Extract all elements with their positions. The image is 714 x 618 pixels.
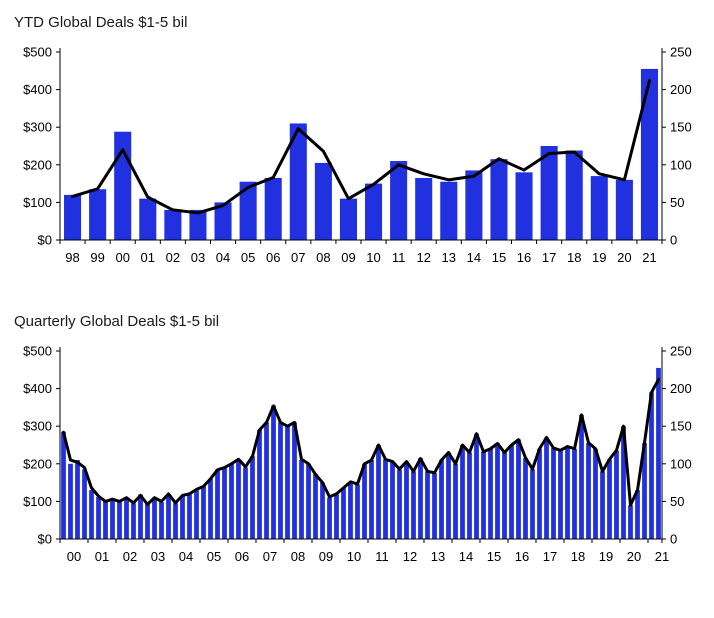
svg-text:08: 08	[316, 250, 330, 265]
svg-text:12: 12	[403, 549, 417, 564]
svg-text:20: 20	[627, 549, 641, 564]
svg-text:0: 0	[670, 532, 677, 547]
svg-text:17: 17	[542, 250, 556, 265]
svg-text:09: 09	[341, 250, 355, 265]
svg-text:05: 05	[241, 250, 255, 265]
svg-text:00: 00	[67, 549, 81, 564]
svg-text:$300: $300	[23, 120, 52, 135]
svg-text:01: 01	[141, 250, 155, 265]
svg-text:17: 17	[543, 549, 557, 564]
svg-text:0: 0	[670, 233, 677, 248]
svg-text:21: 21	[642, 250, 656, 265]
ytd-chart-title: YTD Global Deals $1-5 bil	[14, 14, 188, 31]
svg-text:07: 07	[263, 549, 277, 564]
svg-text:150: 150	[670, 419, 692, 434]
svg-text:$400: $400	[23, 381, 52, 396]
svg-text:10: 10	[347, 549, 361, 564]
svg-text:15: 15	[487, 549, 501, 564]
svg-text:06: 06	[235, 549, 249, 564]
svg-text:$300: $300	[23, 419, 52, 434]
svg-text:02: 02	[166, 250, 180, 265]
svg-text:21: 21	[655, 549, 669, 564]
svg-text:14: 14	[467, 250, 481, 265]
svg-text:98: 98	[65, 250, 79, 265]
svg-text:$200: $200	[23, 157, 52, 172]
svg-text:13: 13	[431, 549, 445, 564]
svg-text:02: 02	[123, 549, 137, 564]
svg-text:250: 250	[670, 344, 692, 359]
svg-text:10: 10	[366, 250, 380, 265]
svg-text:08: 08	[291, 549, 305, 564]
svg-text:20: 20	[617, 250, 631, 265]
svg-text:$500: $500	[23, 45, 52, 60]
svg-text:13: 13	[442, 250, 456, 265]
svg-text:99: 99	[90, 250, 104, 265]
svg-text:00: 00	[115, 250, 129, 265]
svg-text:200: 200	[670, 381, 692, 396]
svg-text:18: 18	[571, 549, 585, 564]
svg-text:19: 19	[592, 250, 606, 265]
svg-text:16: 16	[517, 250, 531, 265]
svg-text:15: 15	[492, 250, 506, 265]
svg-text:05: 05	[207, 549, 221, 564]
svg-text:$100: $100	[23, 195, 52, 210]
svg-text:11: 11	[375, 549, 389, 564]
svg-text:19: 19	[599, 549, 613, 564]
svg-text:200: 200	[670, 82, 692, 97]
svg-text:$0: $0	[38, 233, 52, 248]
svg-text:18: 18	[567, 250, 581, 265]
svg-text:$0: $0	[38, 532, 52, 547]
svg-text:09: 09	[319, 549, 333, 564]
svg-text:$100: $100	[23, 494, 52, 509]
quarterly-chart-title: Quarterly Global Deals $1-5 bil	[14, 313, 220, 330]
svg-text:50: 50	[670, 494, 684, 509]
svg-text:100: 100	[670, 456, 692, 471]
svg-text:04: 04	[179, 549, 193, 564]
svg-text:14: 14	[459, 549, 473, 564]
svg-text:07: 07	[291, 250, 305, 265]
svg-text:250: 250	[670, 45, 692, 60]
svg-text:50: 50	[670, 195, 684, 210]
svg-text:04: 04	[216, 250, 230, 265]
svg-text:12: 12	[416, 250, 430, 265]
quarterly-chart-section: Quarterly Global Deals $1-5 bil $0 $100 $2…	[0, 313, 714, 582]
svg-text:01: 01	[95, 549, 109, 564]
svg-text:$200: $200	[23, 456, 52, 471]
svg-text:11: 11	[392, 250, 406, 265]
svg-text:$500: $500	[23, 344, 52, 359]
svg-text:100: 100	[670, 157, 692, 172]
svg-text:06: 06	[266, 250, 280, 265]
svg-text:03: 03	[191, 250, 205, 265]
svg-text:150: 150	[670, 120, 692, 135]
ytd-chart-section: YTD Global Deals $1-5 bil $0 $100 $200 $300…	[0, 14, 714, 283]
svg-text:$400: $400	[23, 82, 52, 97]
svg-text:16: 16	[515, 549, 529, 564]
svg-text:03: 03	[151, 549, 165, 564]
